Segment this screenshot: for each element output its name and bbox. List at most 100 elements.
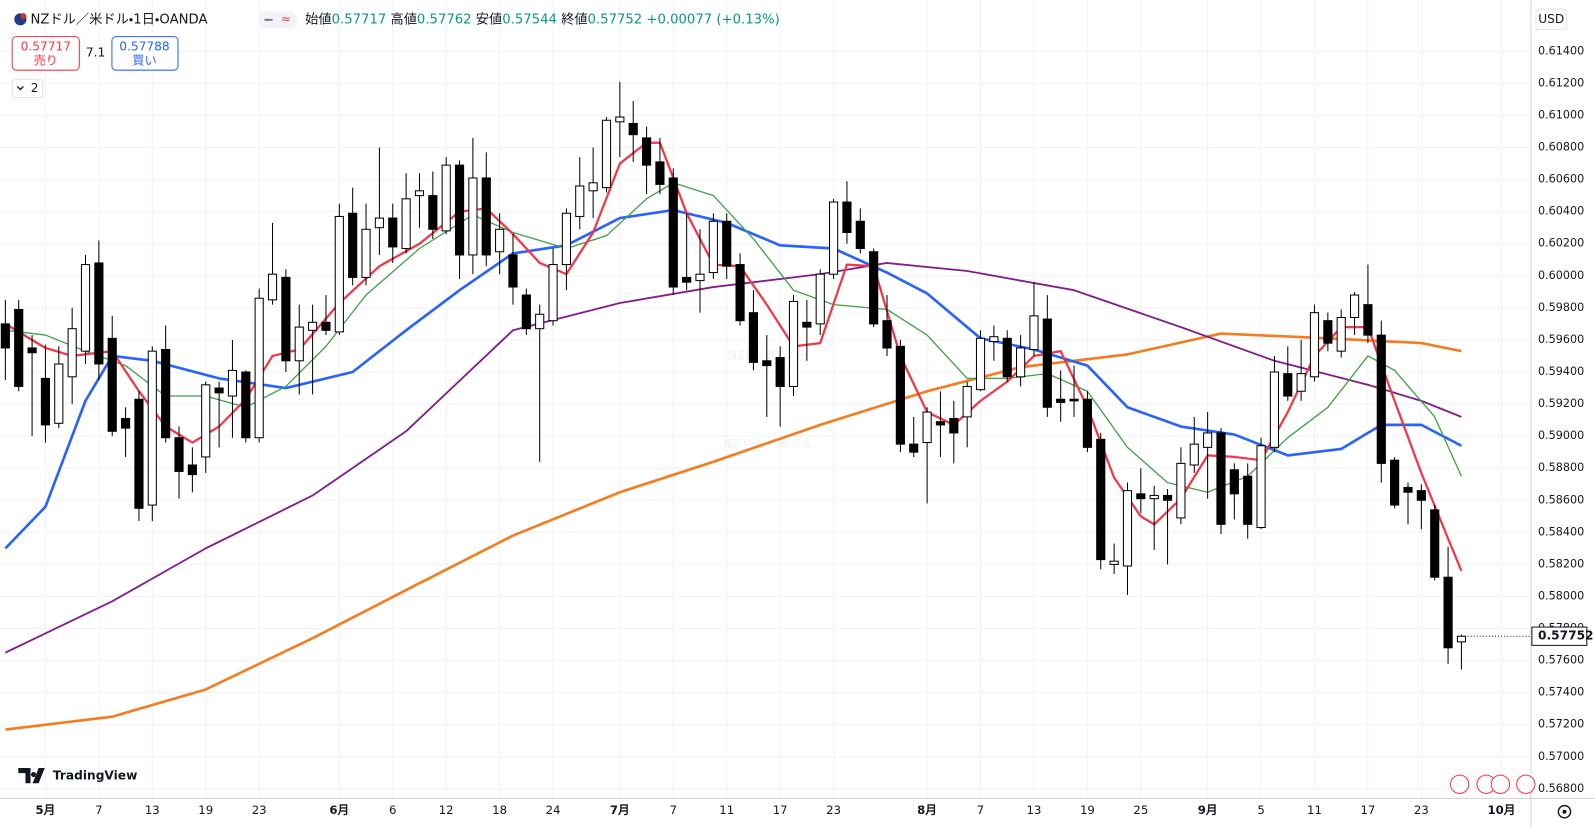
- candle-body: [989, 336, 999, 343]
- candle-body: [1162, 494, 1173, 501]
- candle-body: [695, 273, 705, 282]
- price-axis: 0.568000.570000.572000.574000.576000.578…: [1538, 44, 1584, 795]
- candle-body: [521, 294, 531, 330]
- candle-body: [1149, 494, 1159, 500]
- ohlc-label: 始値: [305, 11, 331, 27]
- ohlc-legend: 始値0.57717 高値0.57762 安値0.57544 終値0.57752 …: [305, 10, 780, 27]
- candle-body: [1390, 459, 1400, 506]
- x-tick-label: 7: [670, 803, 677, 817]
- candle-body: [882, 320, 892, 349]
- event-flag[interactable]: [1516, 774, 1536, 794]
- currency[interactable]: USD: [1538, 12, 1564, 26]
- candle-body: [1456, 635, 1467, 643]
- last-price: 0.57752: [1467, 626, 1594, 646]
- x-tick-label: 5月: [36, 803, 56, 817]
- candle-body: [1443, 576, 1453, 649]
- candle-body: [414, 190, 425, 197]
- x-tick-label: 19: [198, 803, 213, 817]
- candle-body: [254, 297, 264, 439]
- y-tick-label: 0.58600: [1538, 493, 1584, 506]
- ohlc-label: 安値: [476, 11, 502, 27]
- candle-body: [107, 337, 117, 432]
- candle-body: [935, 421, 946, 426]
- badge-icon: ≈: [281, 12, 291, 26]
- buy-button[interactable]: [111, 36, 179, 71]
- candle-body: [1256, 445, 1266, 529]
- candle-body: [1203, 432, 1213, 448]
- currency-button[interactable]: [1535, 8, 1568, 31]
- candle-body: [855, 220, 865, 250]
- sell-price[interactable]: 0.57717: [21, 39, 71, 53]
- candle-body: [1296, 373, 1306, 392]
- moving-average-line: [4, 208, 1463, 550]
- last-price-label: 0.57752: [1538, 629, 1594, 643]
- symbol-title[interactable]: NZドル／米ドル・1日・OANDA: [31, 11, 208, 27]
- candle-body: [1122, 490, 1133, 567]
- candle-body: [1136, 493, 1146, 500]
- y-tick-label: 0.59600: [1538, 333, 1584, 346]
- candle-body: [361, 228, 371, 278]
- y-tick-label: 0.61200: [1538, 76, 1584, 89]
- candle-body: [227, 369, 238, 397]
- y-tick-label: 0.60800: [1538, 141, 1584, 154]
- x-tick-label: 13: [145, 803, 160, 817]
- status-badge[interactable]: [258, 11, 298, 29]
- x-tick-label: 11: [719, 803, 734, 817]
- candle-body: [147, 350, 157, 506]
- candle-body: [1176, 462, 1186, 519]
- x-tick-label: 23: [1414, 803, 1429, 817]
- ohlc-value: 0.57752: [588, 12, 643, 27]
- candle-body: [441, 164, 451, 232]
- x-tick-label: 24: [546, 803, 561, 817]
- y-tick-label: 0.60400: [1538, 205, 1584, 218]
- candle-body: [575, 185, 585, 217]
- candle-body: [67, 328, 77, 378]
- candle-body: [401, 198, 411, 250]
- candle-body: [962, 385, 972, 418]
- candle-body: [775, 357, 785, 387]
- candle-body: [1069, 398, 1079, 402]
- candle-body: [588, 182, 598, 192]
- x-tick-label: 25: [1133, 803, 1148, 817]
- candle-body: [975, 337, 986, 391]
- sell-label[interactable]: 売り: [34, 53, 58, 68]
- candle-body: [949, 417, 959, 434]
- y-tick-label: 0.57600: [1538, 654, 1584, 667]
- candle-body: [1403, 486, 1413, 493]
- x-tick-label: 7: [95, 803, 102, 817]
- event-flag[interactable]: [1490, 774, 1511, 794]
- x-tick-label: 18: [492, 803, 507, 817]
- candle-body: [241, 371, 251, 439]
- candle-body: [321, 321, 331, 331]
- candle-body: [428, 195, 438, 230]
- candle-body: [1283, 373, 1293, 397]
- event-flag[interactable]: [1450, 774, 1470, 794]
- candle-body: [134, 398, 144, 509]
- candle-body: [909, 443, 919, 453]
- x-tick-label: 6: [389, 803, 396, 817]
- sell-button[interactable]: [11, 36, 80, 71]
- indicator-toggle[interactable]: [11, 78, 44, 99]
- candle-body: [1229, 469, 1239, 495]
- settings-icon[interactable]: [1557, 804, 1572, 819]
- x-tick-label: 9月: [1198, 803, 1218, 817]
- buy-price[interactable]: 0.57788: [119, 39, 169, 53]
- candle-body: [174, 437, 184, 472]
- candle-body: [1309, 312, 1320, 378]
- y-tick-label: 0.58000: [1538, 589, 1584, 602]
- candle-body: [708, 220, 718, 274]
- candle-body: [869, 251, 879, 325]
- indicator-count[interactable]: 2: [31, 81, 39, 95]
- ohlc-value: 0.57762: [417, 12, 472, 27]
- candle-body: [1042, 318, 1052, 408]
- spread: 7.1: [86, 45, 105, 59]
- candle-body: [161, 349, 171, 439]
- candle-body: [94, 262, 104, 365]
- candle-body: [748, 312, 759, 363]
- event-flags[interactable]: [1450, 774, 1536, 794]
- candle-body: [121, 417, 131, 429]
- buy-label[interactable]: 買い: [132, 54, 156, 68]
- y-tick-label: 0.57400: [1538, 686, 1584, 699]
